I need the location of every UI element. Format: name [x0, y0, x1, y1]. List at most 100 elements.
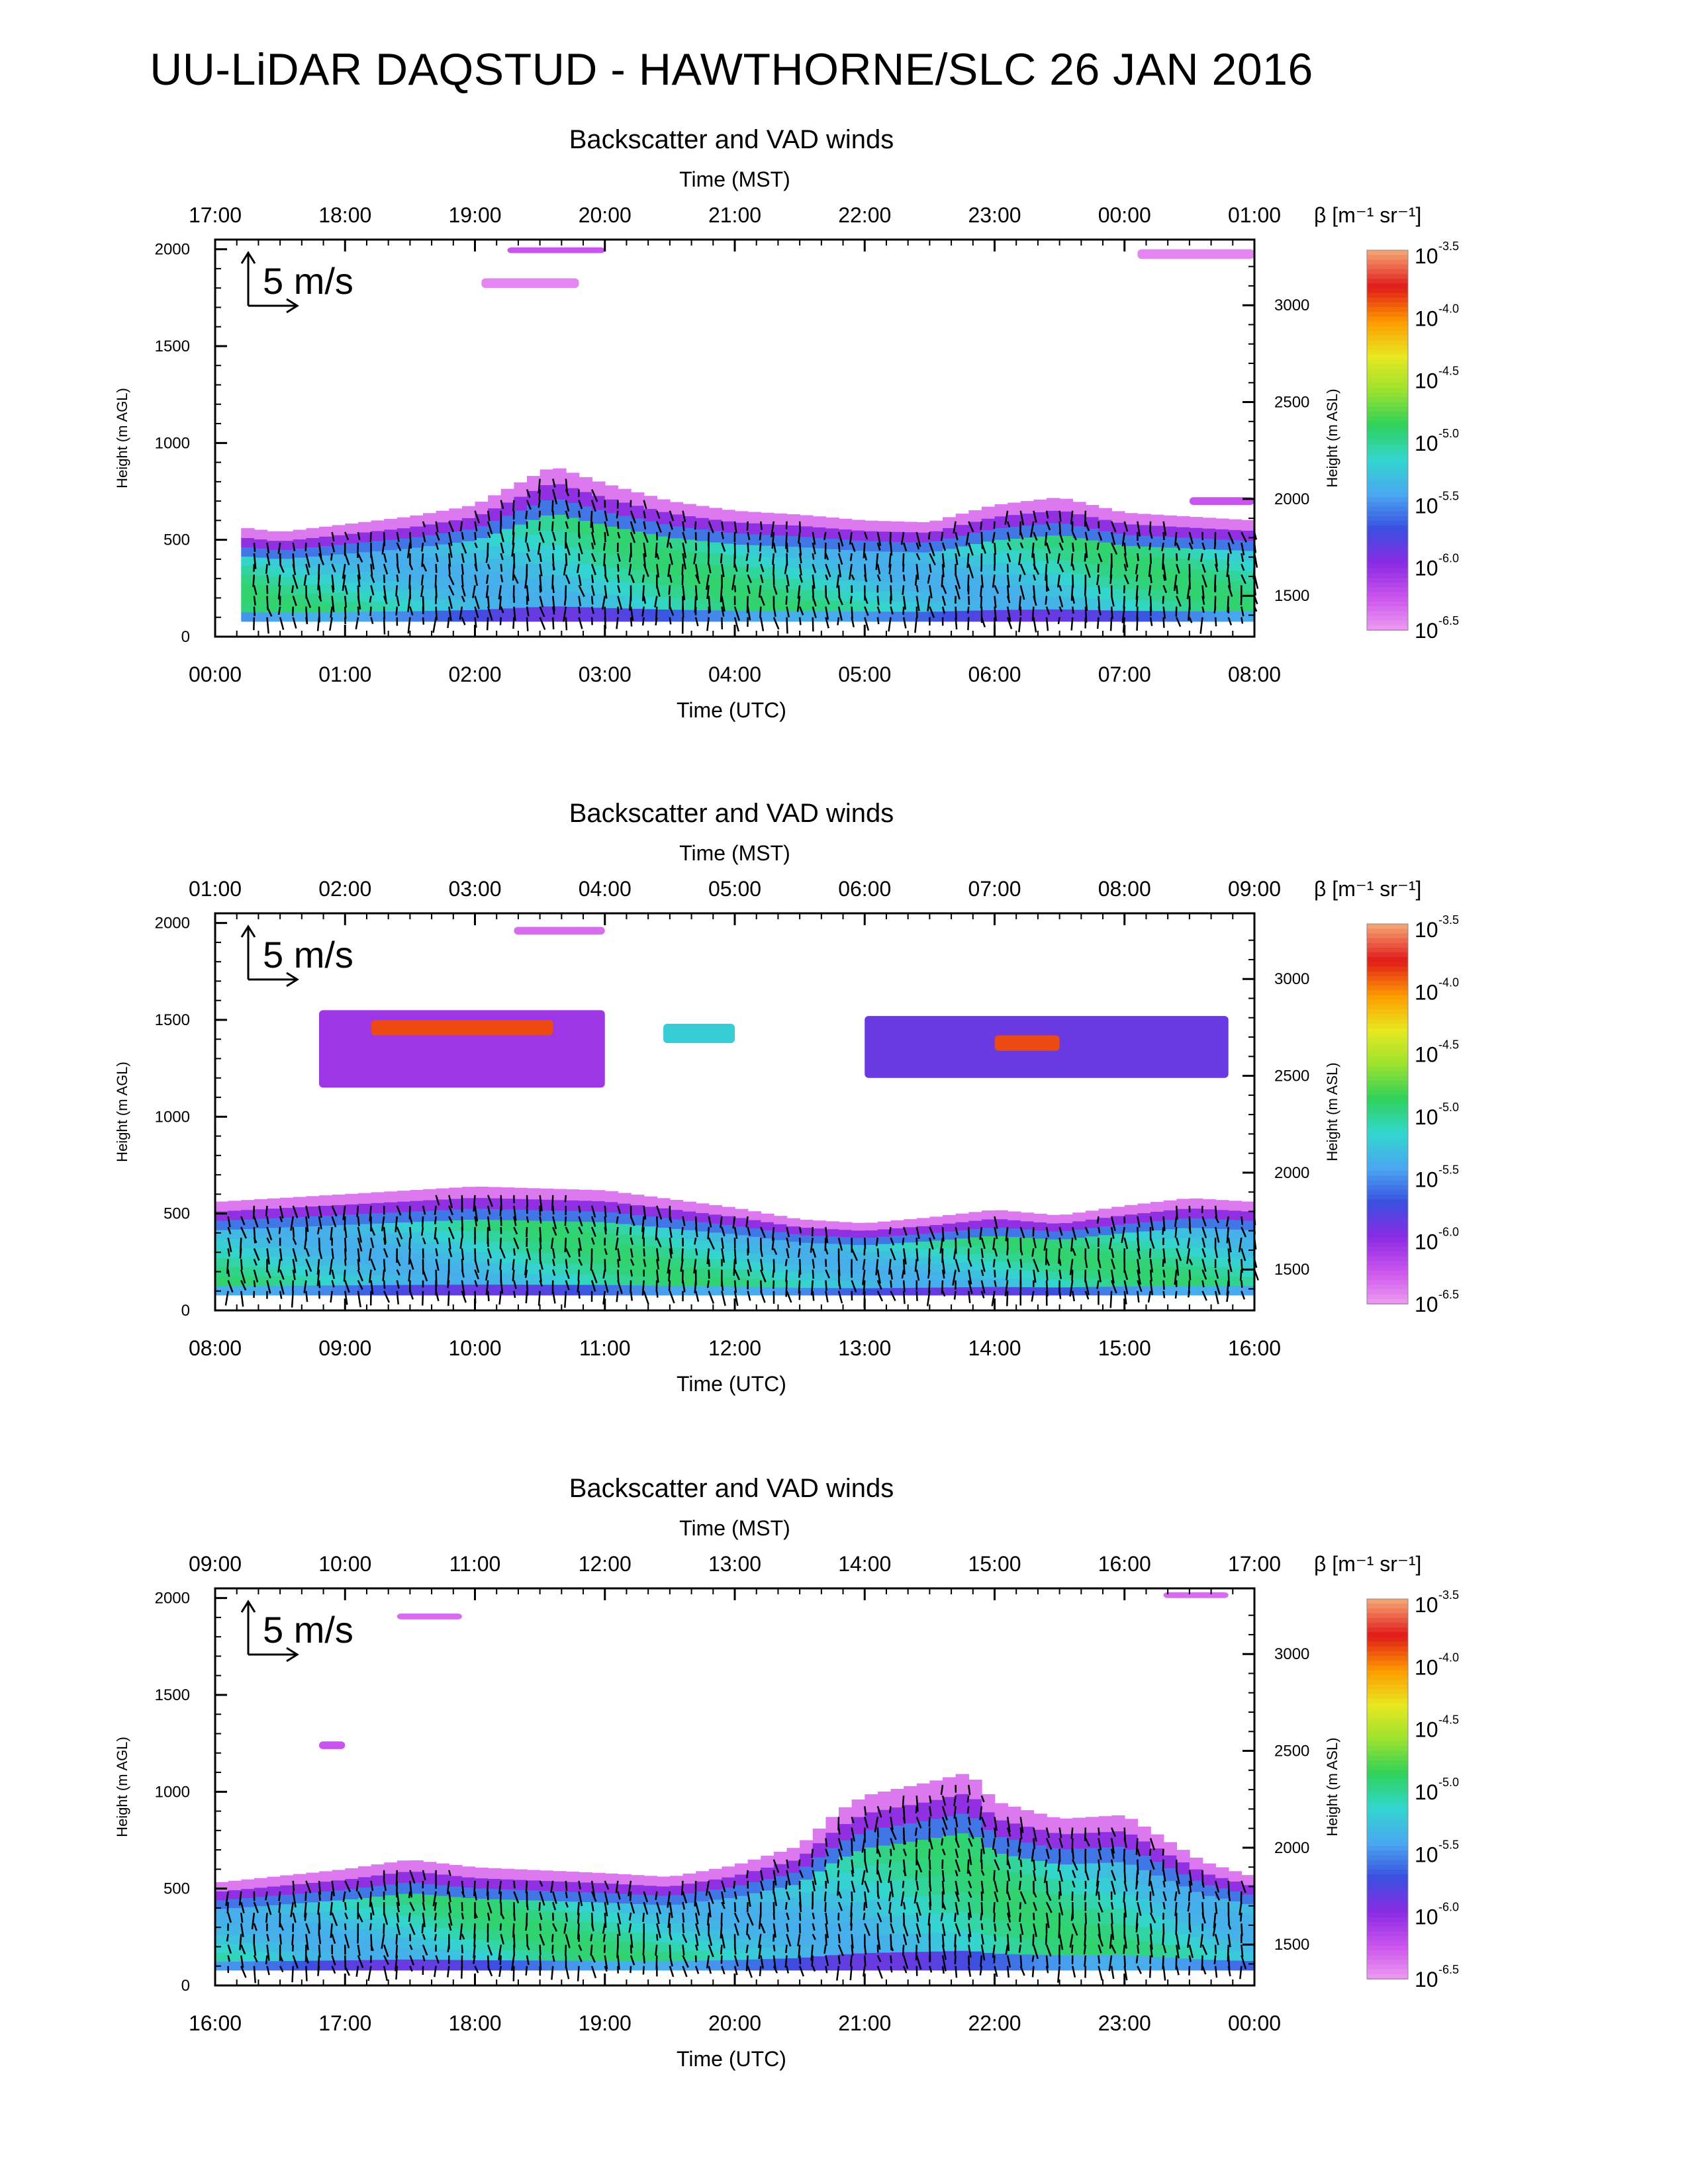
wind-arrow — [669, 1944, 672, 1959]
wind-arrow — [1162, 596, 1164, 604]
backscatter-cell — [1124, 1834, 1139, 1850]
backscatter-cell — [410, 547, 424, 559]
wind-arrow — [409, 1901, 415, 1911]
backscatter-cell — [800, 1250, 814, 1258]
wind-arrow — [1176, 585, 1178, 594]
colorbar-tick-base: 10 — [1415, 557, 1438, 580]
wind-arrow — [292, 553, 295, 570]
backscatter-cell — [1215, 1919, 1229, 1930]
wind-arrow — [1006, 617, 1013, 629]
backscatter-cell — [839, 518, 853, 530]
backscatter-cell — [669, 1941, 684, 1952]
wind-arrow — [849, 553, 853, 561]
backscatter-cell — [241, 1209, 255, 1220]
backscatter-cell — [682, 1912, 696, 1923]
reference-arrow-east-head — [286, 298, 299, 314]
backscatter-cell — [839, 1856, 853, 1873]
backscatter-cell — [747, 1236, 762, 1246]
backscatter-cell — [410, 610, 424, 622]
colorbar-segment — [1367, 463, 1408, 470]
backscatter-cell — [1215, 570, 1229, 581]
wind-arrow — [1084, 553, 1087, 562]
wind-arrow — [1006, 1269, 1009, 1281]
backscatter-cell — [241, 1952, 255, 1962]
wind-arrow — [955, 1827, 958, 1843]
backscatter-cell — [410, 1253, 424, 1264]
backscatter-cell — [773, 1934, 788, 1947]
backscatter-cell — [332, 1254, 346, 1265]
wind-arrow — [1110, 521, 1117, 533]
backscatter-cell — [812, 1941, 827, 1957]
wind-arrow — [1135, 574, 1139, 582]
wind-arrow — [1072, 542, 1075, 552]
wind-arrow — [331, 563, 336, 572]
wind-arrow — [1201, 1269, 1207, 1280]
backscatter-cell — [800, 515, 814, 527]
top-tick-label: 19:00 — [448, 203, 501, 227]
backscatter-field — [215, 1592, 1255, 1971]
wind-arrow — [459, 1238, 463, 1249]
backscatter-cell — [865, 1287, 878, 1296]
backscatter-cell — [423, 1284, 437, 1296]
backscatter-cell — [722, 588, 735, 600]
wind-arrow — [708, 1934, 713, 1946]
backscatter-cell — [761, 1913, 774, 1925]
backscatter-cell — [319, 1911, 333, 1921]
backscatter-cell — [722, 1907, 735, 1919]
wind-arrow — [617, 531, 621, 539]
wind-arrow — [318, 1280, 321, 1289]
wind-arrow — [357, 574, 361, 588]
backscatter-cell — [449, 1284, 463, 1296]
backscatter-cell — [825, 1847, 839, 1864]
backscatter-cell — [461, 1938, 476, 1950]
backscatter-cell — [514, 482, 528, 497]
backscatter-cell — [657, 511, 671, 525]
wind-arrow — [355, 617, 359, 630]
backscatter-cell — [1072, 1237, 1086, 1246]
backscatter-cell — [1189, 569, 1203, 580]
backscatter-cell — [786, 1945, 800, 1958]
backscatter-cell — [722, 1215, 735, 1225]
wind-arrow — [253, 1923, 258, 1931]
backscatter-cell — [1189, 1868, 1203, 1881]
backscatter-cell — [1072, 1287, 1086, 1296]
backscatter-cell — [890, 611, 904, 622]
x-tick-label: 08:00 — [189, 1336, 242, 1360]
backscatter-cell — [916, 1287, 931, 1296]
backscatter-cell — [1228, 519, 1243, 530]
backscatter-cell — [618, 1922, 632, 1933]
wind-arrow — [941, 1880, 945, 1895]
backscatter-cell — [475, 1186, 489, 1199]
backscatter-cell — [865, 1934, 878, 1953]
backscatter-cell — [669, 1932, 684, 1942]
backscatter-cell — [1072, 1848, 1086, 1864]
backscatter-cell — [1033, 1907, 1047, 1924]
wind-arrow — [876, 1805, 882, 1818]
wind-arrow — [487, 1216, 491, 1232]
wind-arrow — [552, 1226, 557, 1236]
backscatter-cell — [1033, 584, 1047, 598]
backscatter-cell — [904, 1264, 917, 1273]
backscatter-cell — [761, 1958, 774, 1971]
backscatter-cell — [1059, 523, 1074, 536]
top-axis-label: Time (MST) — [679, 1516, 790, 1540]
wind-arrow — [432, 617, 437, 633]
backscatter-cell — [1124, 1205, 1139, 1215]
backscatter-cell — [1008, 1823, 1021, 1840]
backscatter-cell — [761, 1279, 774, 1288]
wind-arrow — [1098, 553, 1103, 563]
backscatter-cell — [682, 1940, 696, 1952]
wind-arrow — [448, 584, 455, 596]
wind-arrow — [1174, 531, 1178, 546]
wind-arrow — [1162, 1216, 1166, 1232]
figure-title: UU-LiDAR DAQSTUD - HAWTHORNE/SLC 26 JAN … — [150, 44, 1313, 95]
wind-arrow — [825, 1280, 827, 1291]
backscatter-cell — [904, 1279, 917, 1288]
wind-arrow — [694, 1901, 700, 1916]
backscatter-cell — [1098, 1234, 1112, 1244]
backscatter-cell — [1137, 1258, 1151, 1268]
wind-arrow — [344, 1280, 350, 1293]
backscatter-cell — [514, 1209, 528, 1221]
wind-arrow — [1110, 1269, 1115, 1284]
backscatter-cell — [904, 1823, 917, 1842]
